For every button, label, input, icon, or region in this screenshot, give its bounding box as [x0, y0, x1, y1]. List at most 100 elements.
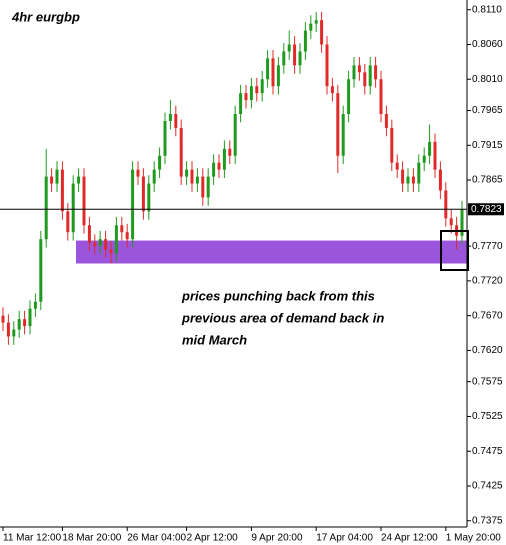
- candle-body: [23, 319, 27, 327]
- y-tick-label: 0.7575: [472, 376, 503, 387]
- candle-body: [460, 209, 464, 236]
- highlight-box: [440, 230, 469, 271]
- candle-body: [449, 218, 453, 226]
- candle-body: [98, 239, 102, 247]
- candle-body: [347, 79, 351, 115]
- candle-body: [233, 114, 237, 156]
- candle-body: [50, 176, 54, 184]
- candle-body: [82, 176, 86, 226]
- candle-body: [147, 183, 151, 212]
- candle-body: [438, 169, 442, 191]
- candle-body: [363, 72, 367, 87]
- candle-body: [239, 93, 243, 115]
- chart-title: 4hr eurgbp: [11, 9, 80, 24]
- price-label: 0.7823: [471, 204, 502, 215]
- y-tick-label: 0.7620: [472, 345, 503, 356]
- x-tick-label: 11 Mar 12:00: [3, 533, 62, 544]
- candle-body: [125, 232, 129, 240]
- candle-body: [158, 155, 162, 170]
- x-tick-label: 2 Apr 12:00: [187, 533, 239, 544]
- candle-body: [411, 176, 415, 184]
- candle-body: [55, 169, 59, 184]
- y-tick-label: 0.7965: [472, 105, 503, 116]
- candle-body: [401, 169, 405, 184]
- candle-body: [433, 141, 437, 170]
- candle-body: [77, 176, 81, 184]
- y-tick-label: 0.7475: [472, 446, 503, 457]
- candle-body: [368, 65, 372, 87]
- candle-body: [28, 308, 32, 327]
- candle-body: [395, 162, 399, 170]
- candle-body: [260, 79, 264, 94]
- candle-body: [390, 127, 394, 163]
- y-tick-label: 0.8060: [472, 39, 503, 50]
- candle-body: [422, 155, 426, 163]
- candle-body: [195, 176, 199, 184]
- candle-body: [17, 319, 21, 330]
- y-tick-label: 0.7865: [472, 175, 503, 186]
- candle-body: [168, 114, 172, 121]
- candle-body: [228, 148, 232, 156]
- candle-body: [185, 169, 189, 177]
- candle-body: [179, 127, 183, 177]
- candle-body: [152, 169, 156, 184]
- y-tick-label: 0.8110: [472, 4, 502, 15]
- candle-body: [357, 65, 361, 73]
- candle-body: [12, 329, 16, 337]
- candle-body: [249, 86, 253, 101]
- candle-body: [6, 322, 10, 337]
- candle-body: [190, 169, 194, 184]
- candle-body: [314, 20, 318, 24]
- candle-body: [282, 51, 286, 66]
- y-tick-label: 0.7720: [472, 276, 503, 287]
- y-tick-label: 0.7375: [472, 515, 503, 526]
- candle-body: [276, 65, 280, 87]
- candle-body: [201, 176, 205, 198]
- annotation: mid March: [182, 332, 247, 347]
- candle-body: [293, 44, 297, 66]
- candle-body: [320, 20, 324, 45]
- candle-body: [120, 225, 124, 233]
- candle-body: [174, 114, 178, 128]
- candle-body: [104, 239, 108, 250]
- candle-body: [93, 242, 97, 247]
- candle-body: [298, 51, 302, 66]
- candle-body: [330, 86, 334, 94]
- candle-body: [303, 30, 307, 52]
- candle-body: [136, 169, 140, 177]
- candle-body: [325, 44, 329, 87]
- x-tick-label: 1 May 20:00: [446, 533, 501, 544]
- candle-body: [114, 225, 118, 254]
- candle-body: [222, 148, 226, 170]
- candle-body: [109, 249, 113, 254]
- candle-body: [352, 65, 356, 80]
- candle-body: [428, 141, 432, 156]
- candle-body: [141, 176, 145, 212]
- candle-body: [163, 120, 167, 156]
- y-tick-label: 0.7670: [472, 310, 503, 321]
- y-tick-label: 0.7525: [472, 411, 503, 422]
- candle-body: [444, 190, 448, 219]
- x-tick-label: 24 Apr 12:00: [381, 533, 438, 544]
- candle-body: [60, 169, 64, 212]
- candle-body: [206, 176, 210, 198]
- candle-body: [374, 65, 378, 80]
- annotation: previous area of demand back in: [181, 310, 384, 325]
- price-label-box: [468, 203, 504, 216]
- x-tick-label: 17 Apr 04:00: [316, 533, 373, 544]
- y-tick-label: 0.8010: [472, 74, 503, 85]
- candle-body: [255, 86, 259, 94]
- candle-body: [66, 211, 70, 233]
- y-tick-label: 0.7425: [472, 481, 503, 492]
- x-tick-label: 9 Apr 20:00: [251, 533, 303, 544]
- candle-body: [271, 58, 275, 87]
- annotation: prices punching back from this: [181, 288, 375, 303]
- candle-body: [39, 239, 43, 302]
- candle-body: [336, 93, 340, 156]
- demand-zone: [76, 240, 467, 264]
- candle-body: [406, 176, 410, 184]
- candle-body: [217, 162, 221, 170]
